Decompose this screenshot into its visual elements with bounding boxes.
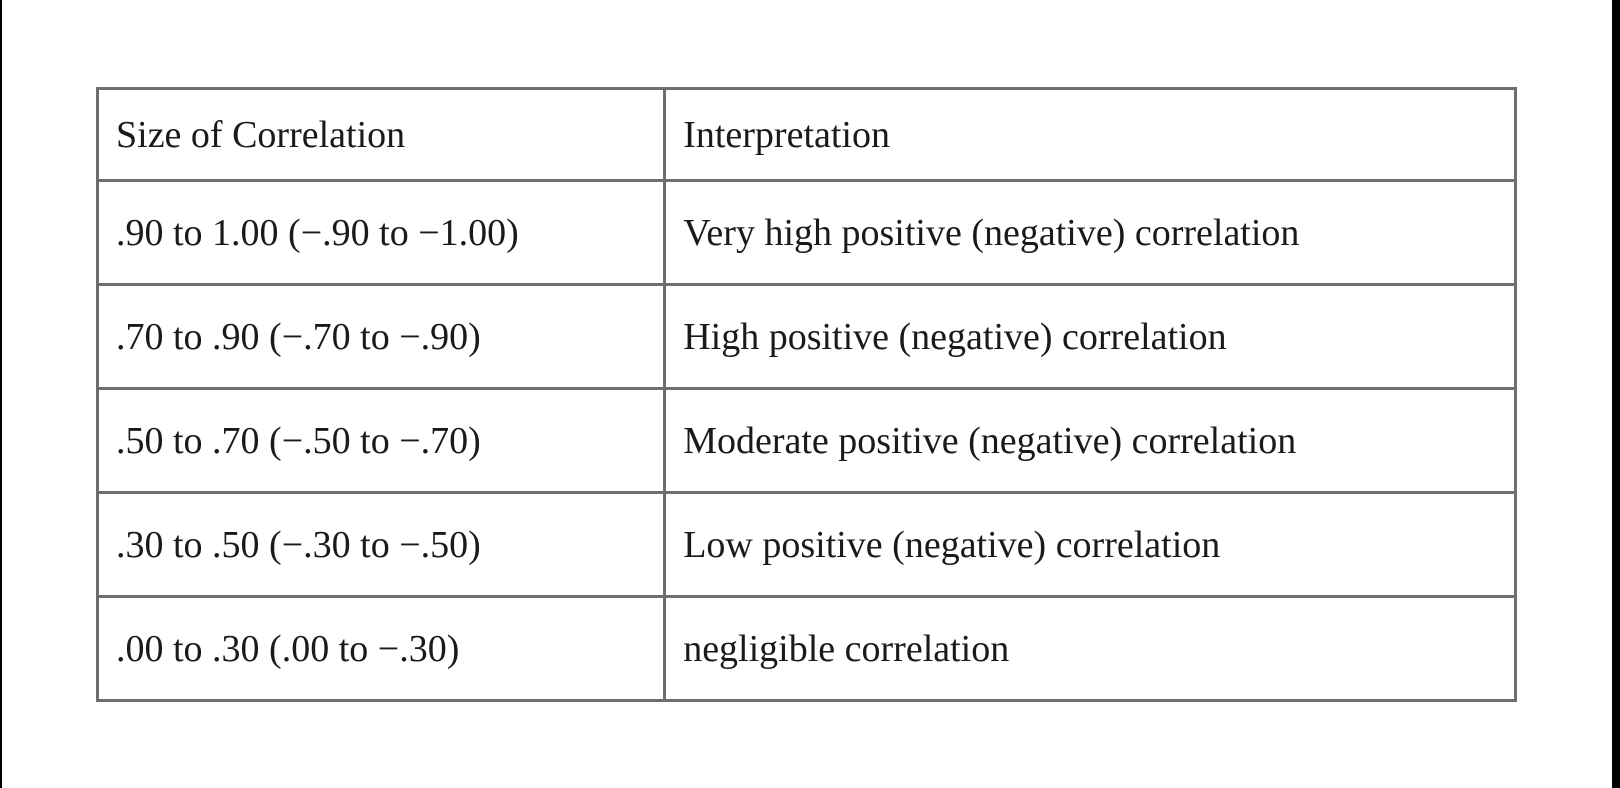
cell-interpretation: High positive (negative) correlation: [663, 283, 1517, 390]
table-body: .90 to 1.00 (−.90 to −1.00) Very high po…: [95, 179, 1517, 702]
column-header-size: Size of Correlation: [95, 87, 667, 182]
table-row: .70 to .90 (−.70 to −.90) High positive …: [95, 283, 1517, 390]
cell-interpretation: Moderate positive (negative) correlation: [663, 387, 1517, 494]
cell-size: .00 to .30 (.00 to −.30): [95, 595, 667, 702]
cell-size: .90 to 1.00 (−.90 to −1.00): [95, 179, 667, 286]
right-edge-bar: [1612, 0, 1620, 788]
table-row: .50 to .70 (−.50 to −.70) Moderate posit…: [95, 387, 1517, 494]
cell-size: .50 to .70 (−.50 to −.70): [95, 387, 667, 494]
cell-size: .30 to .50 (−.30 to −.50): [95, 491, 667, 598]
cell-interpretation: negligible correlation: [663, 595, 1517, 702]
cell-interpretation: Low positive (negative) correlation: [663, 491, 1517, 598]
table-header: Size of Correlation Interpretation: [95, 87, 1517, 182]
left-edge-bar: [0, 0, 2, 788]
header-row: Size of Correlation Interpretation: [95, 87, 1517, 182]
table-row: .90 to 1.00 (−.90 to −1.00) Very high po…: [95, 179, 1517, 286]
correlation-table: Size of Correlation Interpretation .90 t…: [95, 87, 1517, 702]
cell-interpretation: Very high positive (negative) correlatio…: [663, 179, 1517, 286]
table-row: .30 to .50 (−.30 to −.50) Low positive (…: [95, 491, 1517, 598]
column-header-interpretation: Interpretation: [663, 87, 1517, 182]
table-row: .00 to .30 (.00 to −.30) negligible corr…: [95, 595, 1517, 702]
cell-size: .70 to .90 (−.70 to −.90): [95, 283, 667, 390]
correlation-table-container: Size of Correlation Interpretation .90 t…: [95, 87, 1517, 702]
